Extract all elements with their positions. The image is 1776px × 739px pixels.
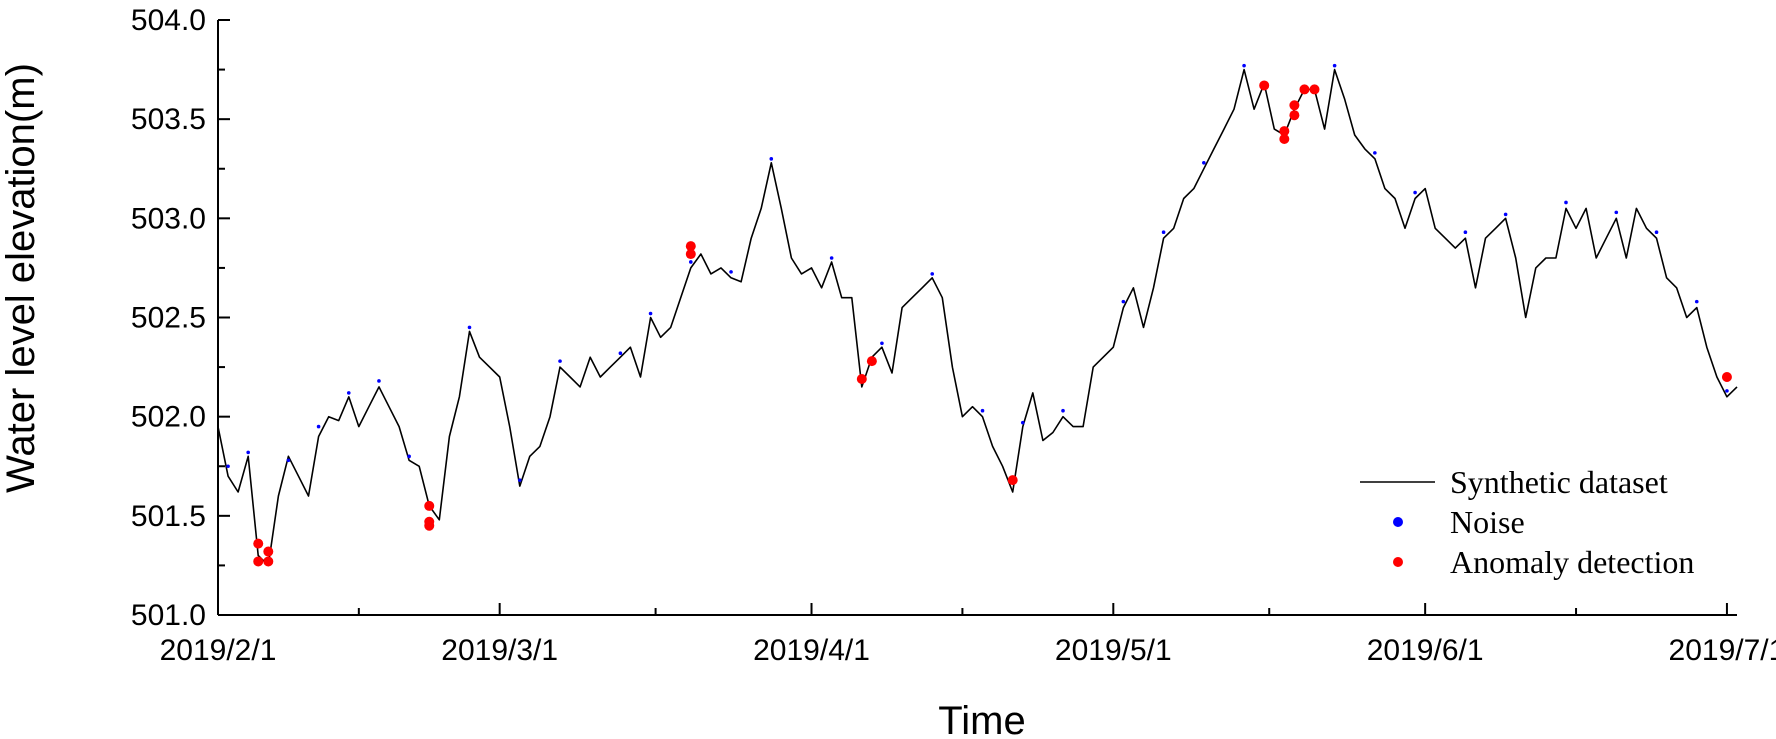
x-tick-label: 2019/3/1 [441,634,558,667]
anomaly-point [685,249,696,260]
x-tick-label: 2019/6/1 [1367,634,1484,667]
noise-point [930,272,935,276]
anomaly-point [1279,126,1290,137]
y-tick-label: 502.0 [131,401,206,434]
noise-point [286,458,291,463]
noise-point [346,391,351,395]
noise-point [1463,230,1468,235]
noise-point [980,408,985,413]
noise-point [618,351,623,356]
anomaly-point [1721,372,1732,382]
noise-point [880,341,884,346]
noise-point [1242,63,1246,68]
y-tick-label: 503.5 [131,103,206,136]
noise-point [226,464,230,469]
anomaly-point [263,546,274,557]
noise-point [407,454,411,459]
x-tick-label: 2019/2/1 [160,634,277,667]
noise-point [729,270,733,274]
y-tick-label: 503.0 [131,202,206,235]
noise-point [1202,161,1206,165]
legend-item-anomaly-detection: Anomaly detection [1393,544,1694,580]
noise-point [316,424,321,429]
noise-point [689,260,693,264]
anomaly-point [424,500,435,511]
anomaly-point [866,356,877,367]
x-tick-label: 2019/4/1 [753,634,870,667]
y-tick-label: 501.0 [131,599,206,632]
legend-label: Anomaly detection [1450,544,1694,580]
anomaly-point [1289,100,1300,111]
series-line [217,68,1738,567]
anomaly-point [856,373,867,384]
noise-point [1020,420,1025,425]
y-tick-label: 504.0 [131,4,206,37]
anomaly-point [1007,475,1018,486]
anomaly-point [424,520,435,531]
noise-point [517,478,522,482]
noise-point [558,359,562,363]
noise-point [467,325,472,330]
anomaly-point [685,241,696,252]
noise-point [1332,63,1337,68]
noise-point [1503,212,1508,217]
anomaly-point [263,556,274,567]
noise-point [1564,200,1568,205]
noise-point [1413,190,1417,195]
legend: Synthetic dataset Noise Anomaly detection [1360,464,1694,580]
anomaly-point [1289,110,1300,121]
noise-point [1614,210,1619,215]
anomaly-point [253,556,264,567]
noise-point [1654,230,1659,235]
y-axis-title: Water level elevation(m) [0,63,43,493]
legend-item-synthetic-dataset: Synthetic dataset [1360,464,1668,500]
series-synthetic-dataset [217,68,1738,567]
noise-point [769,157,774,161]
noise-point [1161,230,1166,235]
anomaly-point [1299,84,1310,95]
x-tick-label: 2019/7/1 [1669,634,1776,667]
legend-label: Noise [1450,504,1525,540]
noise-point [377,379,381,383]
anomaly-point [1259,80,1270,91]
anomaly-point [253,538,264,549]
tick-layer: 501.0 501.5 502.0 502.5 503.0 503.5 504.0 2019/… [131,4,1776,667]
x-tick-label: 2019/5/1 [1055,634,1172,667]
series-layer [217,63,1738,567]
anomaly-point [1309,84,1320,95]
legend-label: Synthetic dataset [1450,464,1668,500]
y-tick-label: 502.5 [131,302,206,335]
x-axis-title: Time [938,699,1025,739]
anomaly-point [1279,134,1290,144]
y-tick-label: 501.5 [131,500,206,533]
legend-item-noise: Noise [1393,504,1525,540]
series-noise [226,63,1729,482]
legend-swatch [1393,517,1403,527]
noise-point [829,256,834,260]
noise-point [1694,299,1699,304]
series-anomaly-detection [253,80,1732,567]
noise-point [1373,151,1377,155]
noise-point [246,450,250,455]
noise-point [1121,299,1126,304]
noise-point [1061,408,1065,413]
noise-point [1725,389,1729,393]
legend-swatch [1393,557,1403,567]
noise-point [648,311,653,316]
